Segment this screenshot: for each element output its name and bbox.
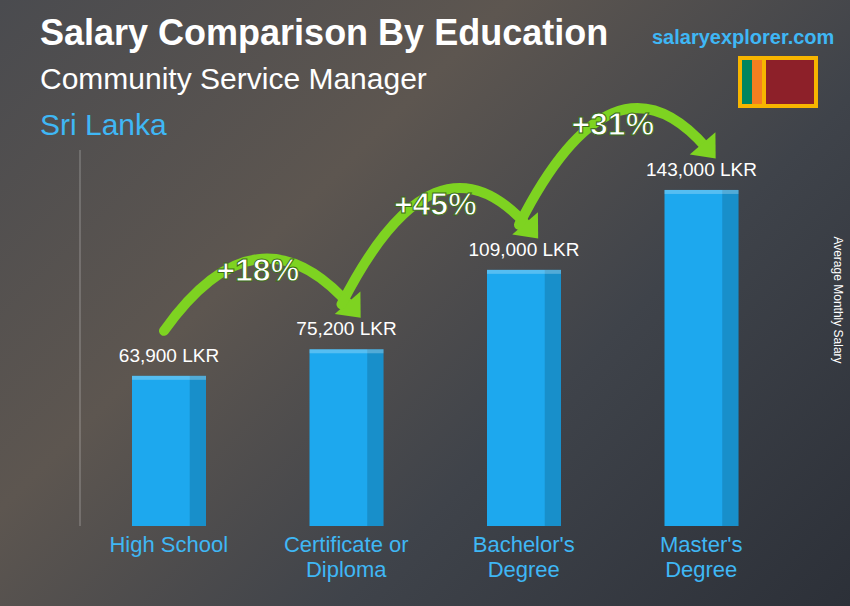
- html-text:salaryexplorer.com: salaryexplorer.com: [652, 26, 835, 48]
- svg-text:143,000 LKR: 143,000 LKR: [646, 159, 757, 180]
- svg-text:Bachelor'sDegree: Bachelor'sDegree: [473, 532, 575, 582]
- svg-text:+31%: +31%: [571, 106, 654, 142]
- html-text:Average Monthly Salary: Average Monthly Salary: [831, 236, 845, 364]
- html-text:Community Service Manager: Community Service Manager: [40, 62, 427, 95]
- svg-text:+45%: +45%: [394, 186, 477, 222]
- svg-text:Master'sDegree: Master'sDegree: [660, 532, 742, 582]
- svg-text:+18%: +18%: [216, 252, 299, 288]
- svg-text:75,200 LKR: 75,200 LKR: [296, 318, 396, 339]
- svg-text:109,000 LKR: 109,000 LKR: [469, 239, 580, 260]
- svg-text:Certificate orDiploma: Certificate orDiploma: [284, 532, 409, 582]
- svg-text:63,900 LKR: 63,900 LKR: [119, 345, 219, 366]
- html-text:Sri Lanka: Sri Lanka: [40, 108, 167, 141]
- svg-text:High School: High School: [109, 532, 228, 557]
- html-text:Salary Comparison By Education: Salary Comparison By Education: [40, 12, 609, 53]
